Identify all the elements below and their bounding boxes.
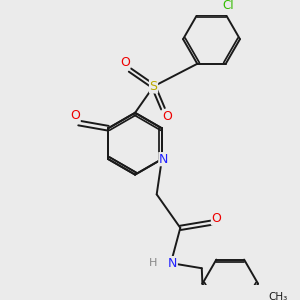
Text: CH₃: CH₃ <box>268 292 287 300</box>
Text: N: N <box>159 153 168 166</box>
Text: O: O <box>162 110 172 123</box>
Text: O: O <box>120 56 130 69</box>
Text: N: N <box>168 256 177 270</box>
Text: Cl: Cl <box>222 0 234 12</box>
Text: O: O <box>70 109 80 122</box>
Text: O: O <box>212 212 221 225</box>
Text: H: H <box>148 258 157 268</box>
Text: S: S <box>149 80 158 93</box>
